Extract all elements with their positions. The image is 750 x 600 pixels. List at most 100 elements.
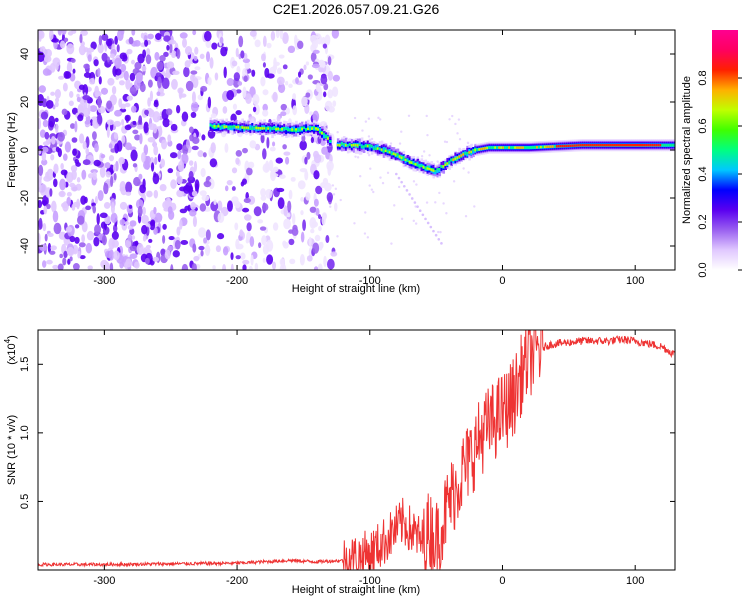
heatmap-cell — [42, 223, 47, 232]
heatmap-cell — [100, 87, 109, 95]
heatmap-cell — [135, 72, 143, 84]
heatmap-cell — [118, 80, 125, 86]
heatmap-cell — [292, 93, 297, 100]
heatmap-cell — [434, 233, 438, 237]
heatmap-cell — [210, 113, 217, 119]
heatmap-cell — [54, 117, 59, 123]
heatmap-ridge-core — [295, 128, 298, 131]
heatmap-ridge-cell — [303, 126, 306, 129]
heatmap-cell — [43, 55, 52, 63]
heatmap-cell — [184, 45, 193, 56]
heatmap-cell — [359, 175, 362, 178]
heatmap-cell — [92, 171, 97, 181]
heatmap-cell — [46, 259, 53, 265]
heatmap-ridge-cell — [448, 160, 451, 164]
heatmap-ridge-cell — [293, 126, 296, 131]
heatmap-cell — [107, 77, 115, 86]
heatmap-cell — [76, 215, 85, 225]
heatmap-cell — [194, 46, 199, 55]
y-tick-label: 0.5 — [19, 494, 31, 509]
x-tick-label: 0 — [499, 275, 505, 287]
heatmap-cell — [317, 263, 323, 270]
heatmap-cell — [119, 52, 128, 60]
heatmap-cell — [77, 103, 86, 112]
heatmap-cell — [168, 39, 177, 45]
heatmap-cell — [119, 218, 126, 226]
heatmap-cell — [161, 139, 168, 150]
heatmap-cell — [266, 137, 270, 149]
heatmap-cell — [285, 107, 290, 115]
heatmap-cell — [170, 179, 177, 189]
heatmap-cell — [61, 202, 68, 209]
heatmap-cell — [39, 183, 48, 196]
heatmap-cell — [163, 35, 171, 42]
colorbar-tick-label: 0.4 — [697, 166, 709, 181]
heatmap-cell — [41, 146, 49, 153]
heatmap-ridge-cell — [661, 144, 664, 147]
heatmap-cell — [279, 174, 286, 179]
heatmap-cell — [336, 235, 339, 238]
heatmap-cell — [224, 185, 229, 192]
heatmap-ridge-core — [595, 144, 599, 147]
heatmap-cell — [261, 53, 266, 62]
heatmap-cell — [93, 236, 100, 247]
heatmap-ridge-cell — [358, 143, 362, 146]
heatmap-ridge-cell — [434, 170, 438, 172]
heatmap-cell — [291, 227, 299, 236]
heatmap-cell — [297, 180, 306, 190]
heatmap-cell — [270, 30, 276, 41]
heatmap-cell — [66, 172, 74, 184]
heatmap-cell — [235, 89, 242, 94]
heatmap-ridge-cell — [537, 146, 541, 149]
heatmap-ridge-cell — [293, 129, 296, 132]
heatmap-ridge-core — [241, 126, 244, 129]
heatmap-cell — [421, 213, 425, 217]
heatmap-cell — [262, 103, 268, 112]
heatmap-cell — [242, 264, 247, 270]
heatmap-cell — [252, 94, 260, 105]
heatmap-cell — [356, 156, 360, 159]
heatmap-cell — [182, 38, 187, 48]
heatmap-cell — [72, 68, 76, 74]
heatmap-ridge-cell — [237, 124, 240, 127]
heatmap-ridge-cell — [472, 149, 475, 154]
heatmap-cell — [101, 52, 108, 62]
heatmap-cell — [205, 39, 212, 49]
heatmap-cell — [97, 190, 104, 202]
heatmap-cell — [50, 154, 55, 161]
heatmap-cell — [92, 205, 97, 214]
heatmap-ridge-cell — [370, 144, 374, 147]
heatmap-cell — [78, 44, 86, 56]
heatmap-ridge-cell — [442, 160, 446, 170]
y-tick-label: -40 — [19, 238, 31, 254]
heatmap-cell — [426, 133, 429, 137]
heatmap-cell — [395, 172, 398, 176]
heatmap-cell — [283, 151, 291, 156]
snr-panel: -300 -200 -100 0 100 0.5 1.0 1.5 Height of str… — [3, 329, 676, 596]
heatmap-cell — [156, 91, 161, 97]
heatmap-cell — [364, 211, 367, 214]
heatmap-cell — [141, 224, 148, 235]
heatmap-ridge-core — [645, 144, 649, 147]
heatmap-cell — [247, 195, 256, 205]
heatmap-ridge-core — [502, 146, 505, 149]
heatmap-ridge-cell — [287, 128, 290, 132]
heatmap-ridge-cell — [386, 149, 390, 153]
heatmap-cell — [260, 133, 265, 144]
y-tick-label: 0 — [19, 147, 31, 153]
heatmap-ridge-cell — [663, 144, 666, 147]
heatmap-cell — [336, 130, 339, 134]
heatmap-ridge-cell — [213, 126, 217, 130]
heatmap-ridge-cell — [434, 170, 438, 175]
heatmap-ridge-core — [543, 145, 547, 149]
heatmap-cell — [114, 143, 120, 154]
heatmap-cell — [39, 46, 43, 52]
heatmap-ridge-core — [267, 127, 270, 130]
heatmap-cell — [48, 115, 56, 128]
heatmap-cell — [38, 164, 44, 176]
heatmap-cell — [70, 165, 78, 172]
heatmap-cell — [59, 40, 66, 49]
heatmap-cell — [106, 56, 110, 63]
heatmap-cell — [422, 150, 426, 153]
heatmap-cell — [74, 236, 80, 244]
